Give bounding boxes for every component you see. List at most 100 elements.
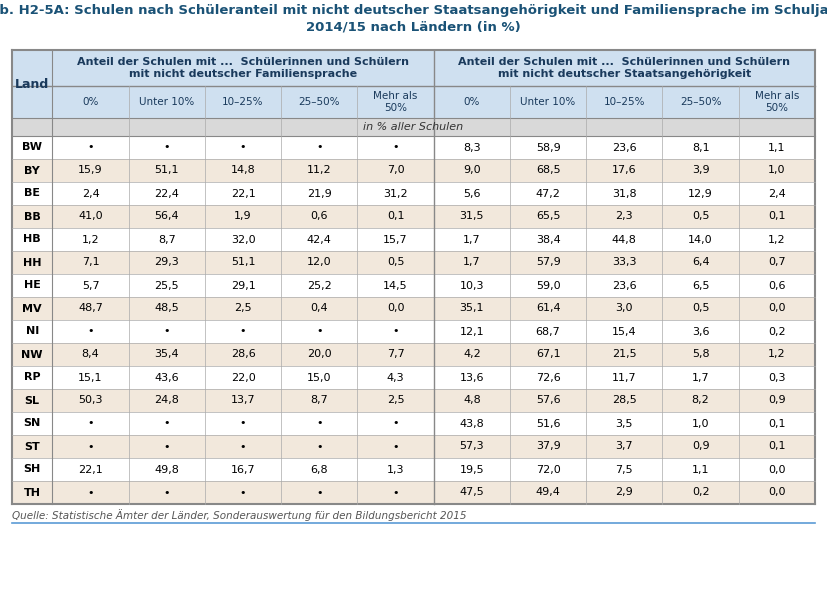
- Text: 25,5: 25,5: [155, 280, 179, 290]
- Text: 5,7: 5,7: [82, 280, 99, 290]
- Text: •: •: [88, 487, 93, 497]
- Text: 0,2: 0,2: [768, 326, 786, 337]
- Text: 13,6: 13,6: [460, 373, 484, 383]
- Text: 0,9: 0,9: [768, 395, 786, 406]
- Text: 3,0: 3,0: [615, 304, 633, 313]
- Text: 1,2: 1,2: [82, 235, 99, 245]
- Text: 10–25%: 10–25%: [604, 97, 645, 107]
- Text: 20,0: 20,0: [307, 349, 332, 359]
- Text: 3,5: 3,5: [615, 419, 633, 428]
- Text: 0,0: 0,0: [768, 464, 786, 475]
- Text: •: •: [88, 142, 93, 152]
- Text: 0,2: 0,2: [692, 487, 710, 497]
- Bar: [12, 412, 815, 435]
- Text: 2,5: 2,5: [234, 304, 252, 313]
- Bar: [12, 182, 815, 205]
- Text: TH: TH: [24, 487, 41, 497]
- Text: 1,7: 1,7: [692, 373, 710, 383]
- Text: •: •: [88, 326, 93, 337]
- Text: 5,8: 5,8: [692, 349, 710, 359]
- Text: BB: BB: [24, 211, 41, 221]
- Text: 65,5: 65,5: [536, 211, 561, 221]
- Text: 31,8: 31,8: [612, 188, 637, 199]
- Text: •: •: [88, 442, 93, 451]
- Text: •: •: [316, 487, 323, 497]
- Text: SN: SN: [23, 419, 41, 428]
- Text: 43,6: 43,6: [155, 373, 179, 383]
- Text: 57,9: 57,9: [536, 257, 561, 268]
- Bar: [12, 481, 815, 504]
- Text: 22,1: 22,1: [78, 464, 103, 475]
- Text: 4,3: 4,3: [387, 373, 404, 383]
- Text: 15,1: 15,1: [79, 373, 103, 383]
- Text: 48,7: 48,7: [78, 304, 103, 313]
- Text: 37,9: 37,9: [536, 442, 561, 451]
- Text: 1,1: 1,1: [768, 142, 786, 152]
- Text: •: •: [240, 142, 246, 152]
- Text: 2,3: 2,3: [615, 211, 633, 221]
- Text: 25,2: 25,2: [307, 280, 332, 290]
- Bar: [12, 50, 815, 86]
- Text: Mehr als
50%: Mehr als 50%: [373, 91, 418, 113]
- Text: in % aller Schulen: in % aller Schulen: [363, 122, 464, 132]
- Text: •: •: [392, 142, 399, 152]
- Text: •: •: [392, 419, 399, 428]
- Text: 4,8: 4,8: [463, 395, 480, 406]
- Text: •: •: [316, 419, 323, 428]
- Text: 1,9: 1,9: [234, 211, 252, 221]
- Text: 8,7: 8,7: [310, 395, 328, 406]
- Text: RP: RP: [24, 373, 41, 383]
- Text: 22,4: 22,4: [155, 188, 179, 199]
- Bar: [12, 435, 815, 458]
- Text: •: •: [392, 487, 399, 497]
- Text: 0,1: 0,1: [387, 211, 404, 221]
- Text: Anteil der Schulen mit ...  Schülerinnen und Schülern
mit nicht deutscher Famili: Anteil der Schulen mit ... Schülerinnen …: [77, 57, 409, 79]
- Text: 47,5: 47,5: [460, 487, 484, 497]
- Bar: [12, 389, 815, 412]
- Text: NW: NW: [22, 349, 43, 359]
- Bar: [12, 251, 815, 274]
- Text: 0,5: 0,5: [692, 211, 710, 221]
- Text: 42,4: 42,4: [307, 235, 332, 245]
- Bar: [12, 159, 815, 182]
- Text: 16,7: 16,7: [231, 464, 256, 475]
- Text: Unter 10%: Unter 10%: [139, 97, 194, 107]
- Text: 2,4: 2,4: [82, 188, 99, 199]
- Bar: [12, 343, 815, 366]
- Bar: [12, 136, 815, 159]
- Text: 6,5: 6,5: [692, 280, 710, 290]
- Text: 1,3: 1,3: [387, 464, 404, 475]
- Bar: [12, 458, 815, 481]
- Text: 24,8: 24,8: [155, 395, 179, 406]
- Text: 3,9: 3,9: [692, 166, 710, 175]
- Text: 12,9: 12,9: [688, 188, 713, 199]
- Text: 15,9: 15,9: [79, 166, 103, 175]
- Text: 32,0: 32,0: [231, 235, 256, 245]
- Text: 59,0: 59,0: [536, 280, 561, 290]
- Text: •: •: [164, 487, 170, 497]
- Bar: [12, 274, 815, 297]
- Text: •: •: [316, 442, 323, 451]
- Text: 0,5: 0,5: [692, 304, 710, 313]
- Text: Mehr als
50%: Mehr als 50%: [755, 91, 799, 113]
- Text: •: •: [88, 419, 93, 428]
- Text: •: •: [392, 326, 399, 337]
- Text: •: •: [240, 326, 246, 337]
- Text: 68,5: 68,5: [536, 166, 561, 175]
- Text: Quelle: Statistische Ämter der Länder, Sonderauswertung für den Bildungsbericht : Quelle: Statistische Ämter der Länder, S…: [12, 509, 466, 521]
- Text: 1,2: 1,2: [768, 235, 786, 245]
- Text: 14,8: 14,8: [231, 166, 256, 175]
- Text: 44,8: 44,8: [612, 235, 637, 245]
- Text: •: •: [240, 487, 246, 497]
- Text: 56,4: 56,4: [155, 211, 179, 221]
- Text: 49,8: 49,8: [155, 464, 179, 475]
- Text: MV: MV: [22, 304, 42, 313]
- Bar: [12, 205, 815, 228]
- Text: 51,1: 51,1: [155, 166, 179, 175]
- Text: ST: ST: [24, 442, 40, 451]
- Text: 14,0: 14,0: [688, 235, 713, 245]
- Text: 31,2: 31,2: [383, 188, 408, 199]
- Text: 0,7: 0,7: [768, 257, 786, 268]
- Text: 10,3: 10,3: [460, 280, 484, 290]
- Text: 0,0: 0,0: [768, 487, 786, 497]
